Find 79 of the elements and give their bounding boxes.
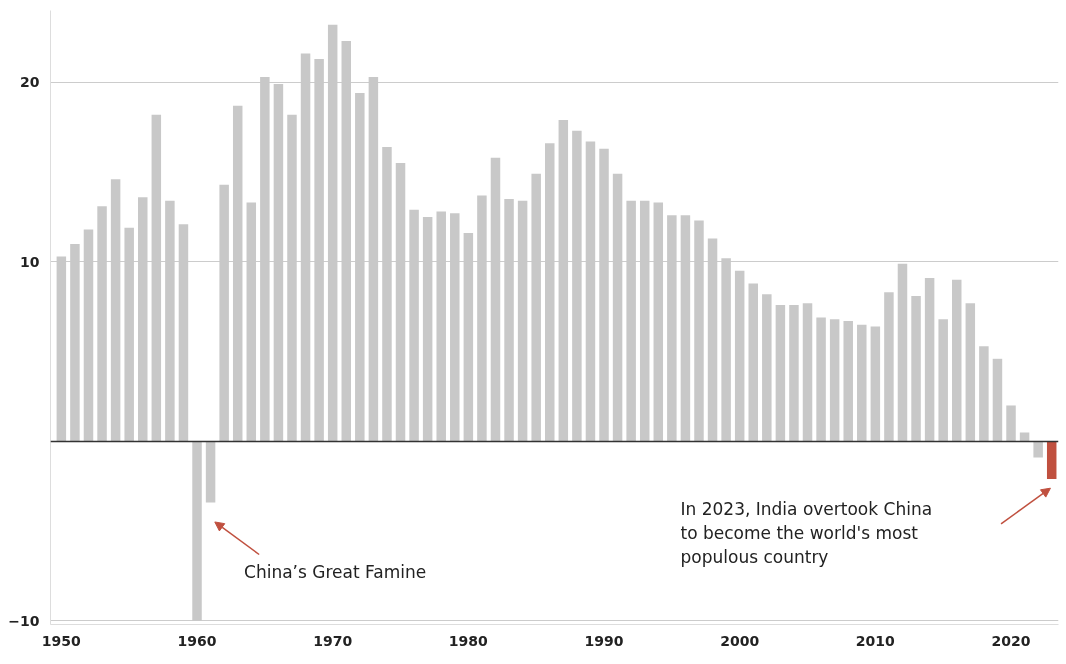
- bar: [979, 346, 989, 442]
- x-tick-label: 1980: [448, 632, 489, 649]
- bar: [721, 258, 731, 442]
- bar: [490, 157, 501, 442]
- annotation: China’s Great Famine: [244, 562, 427, 583]
- bar: [762, 294, 772, 442]
- bar: [246, 202, 257, 442]
- bar: [545, 143, 555, 442]
- bar: [151, 114, 162, 442]
- bar: [911, 295, 921, 442]
- bar: [409, 209, 419, 442]
- bar: [680, 215, 691, 442]
- bar: [775, 304, 786, 442]
- bar: [843, 321, 853, 442]
- x-tick-label: 1970: [313, 632, 353, 649]
- bar: [504, 199, 514, 442]
- bar: [612, 173, 623, 442]
- bar: [572, 130, 582, 442]
- bar: [924, 278, 935, 442]
- bar: [667, 215, 677, 442]
- bar: [626, 200, 636, 442]
- bar: [884, 292, 894, 442]
- bar: [802, 303, 813, 442]
- x-tick-label: 1960: [177, 632, 217, 649]
- bar: [450, 213, 460, 442]
- x-tick-label: 2010: [855, 632, 896, 649]
- bar: [1033, 441, 1043, 458]
- bar: [789, 304, 799, 442]
- bar: [1046, 441, 1057, 480]
- bar: [707, 238, 718, 442]
- bar: [952, 279, 962, 442]
- bar: [694, 220, 704, 442]
- bar: [734, 270, 745, 442]
- bar: [205, 441, 216, 503]
- bar: [83, 229, 94, 442]
- y-tick-label: 20: [20, 74, 40, 91]
- bar: [653, 202, 664, 442]
- bar: [70, 243, 80, 442]
- bar: [816, 317, 826, 442]
- x-tick-label: 1990: [584, 632, 624, 649]
- bar: [395, 163, 406, 442]
- bar: [897, 263, 908, 442]
- bar: [110, 179, 121, 442]
- bar: [517, 200, 528, 442]
- bar: [585, 141, 596, 442]
- bar: [355, 93, 365, 442]
- y-tick-label: −10: [8, 612, 40, 629]
- bar: [1006, 405, 1016, 442]
- bar: [531, 173, 541, 442]
- bar: [1019, 432, 1030, 442]
- bar: [558, 120, 569, 442]
- bar: [870, 326, 881, 442]
- bar: [829, 319, 840, 442]
- bar: [382, 146, 392, 442]
- bar: [138, 197, 148, 442]
- bar: [477, 195, 487, 442]
- annotation: In 2023, India overtook China to become the world's most populous country: [680, 498, 933, 567]
- bar: [219, 184, 229, 442]
- bar: [965, 303, 976, 442]
- bar: [992, 358, 1003, 442]
- x-tick-label: 2020: [991, 632, 1031, 649]
- bar: [178, 224, 189, 442]
- bar: [287, 114, 297, 442]
- bar: [857, 324, 867, 442]
- bar: [165, 200, 175, 442]
- bar: [56, 256, 67, 442]
- bar: [232, 105, 243, 442]
- bar: [97, 206, 107, 442]
- bar: [748, 283, 758, 442]
- bar: [436, 211, 446, 442]
- bar: [124, 227, 134, 442]
- bar: [599, 148, 609, 442]
- bar: [463, 233, 474, 442]
- y-tick-label: 10: [20, 253, 40, 270]
- bar: [639, 200, 650, 442]
- x-tick-label: 2000: [720, 632, 760, 649]
- bar: [938, 319, 948, 442]
- x-tick-label: 1950: [41, 632, 82, 649]
- bar: [422, 216, 433, 442]
